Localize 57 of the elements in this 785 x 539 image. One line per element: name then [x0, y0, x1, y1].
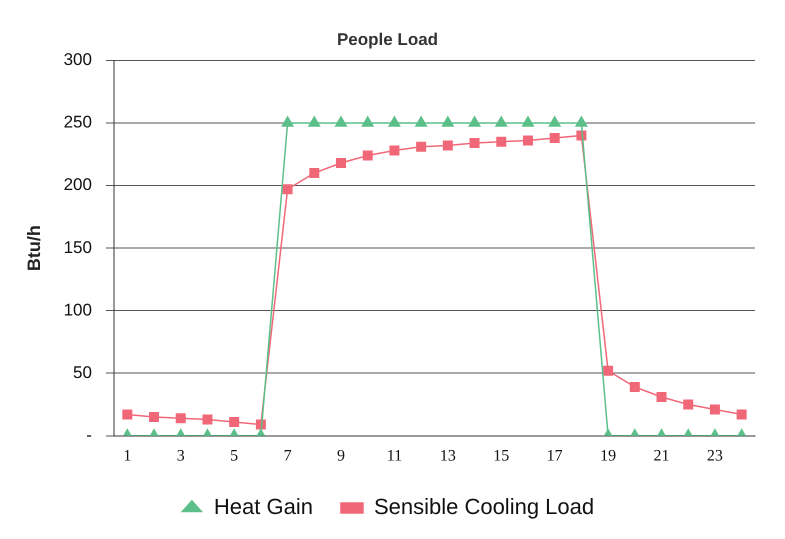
x-tick-label: 7: [284, 448, 292, 465]
legend-label: Sensible Cooling Load: [374, 494, 594, 520]
x-tick-label: 11: [386, 448, 402, 465]
y-tick-label: 200: [64, 175, 92, 194]
point: [229, 417, 240, 428]
point: [550, 132, 560, 143]
y-tick-label: -: [86, 425, 92, 444]
point: [548, 116, 561, 127]
point: [308, 116, 320, 127]
point: [603, 366, 614, 376]
point: [415, 116, 428, 127]
point: [683, 400, 694, 410]
point: [710, 404, 720, 415]
point: [575, 116, 588, 127]
point: [496, 136, 506, 147]
point: [362, 150, 373, 160]
x-tick-label: 19: [600, 448, 616, 465]
y-axis-title: Btu/h: [24, 225, 44, 272]
point: [176, 413, 186, 424]
point: [282, 184, 293, 194]
x-tick-label: 5: [230, 448, 238, 465]
point: [495, 116, 508, 127]
x-tick-label: 15: [493, 448, 510, 465]
point: [656, 392, 667, 402]
point: [282, 116, 294, 127]
x-tick-label: 21: [654, 448, 670, 465]
point: [522, 116, 534, 127]
point: [470, 138, 480, 148]
x-tick-label: 13: [440, 448, 456, 465]
point: [442, 116, 454, 127]
point: [362, 116, 374, 127]
point: [736, 410, 747, 420]
legend-label: Heat Gain: [214, 494, 313, 520]
point: [416, 142, 426, 152]
x-tick-label: 3: [176, 448, 185, 465]
point: [630, 382, 640, 392]
point: [388, 116, 400, 127]
chart-title: People Load: [336, 30, 438, 49]
point: [522, 135, 533, 146]
x-tick-label: 17: [546, 448, 563, 465]
y-tick-label: 300: [64, 50, 92, 70]
point: [122, 410, 132, 420]
x-tick-label: 23: [706, 448, 723, 465]
point: [335, 116, 347, 127]
point: [309, 168, 320, 178]
point: [468, 116, 480, 127]
x-tick-label: 9: [336, 448, 345, 465]
y-tick-label: 150: [64, 238, 92, 257]
point: [389, 146, 400, 156]
x-tick-label: 1: [123, 448, 132, 465]
y-tick-label: 50: [73, 362, 92, 382]
point: [336, 158, 346, 168]
point: [202, 414, 212, 425]
y-tick-label: 100: [64, 300, 92, 320]
point: [442, 140, 453, 150]
point: [149, 412, 160, 422]
y-tick-label: 250: [64, 112, 92, 132]
